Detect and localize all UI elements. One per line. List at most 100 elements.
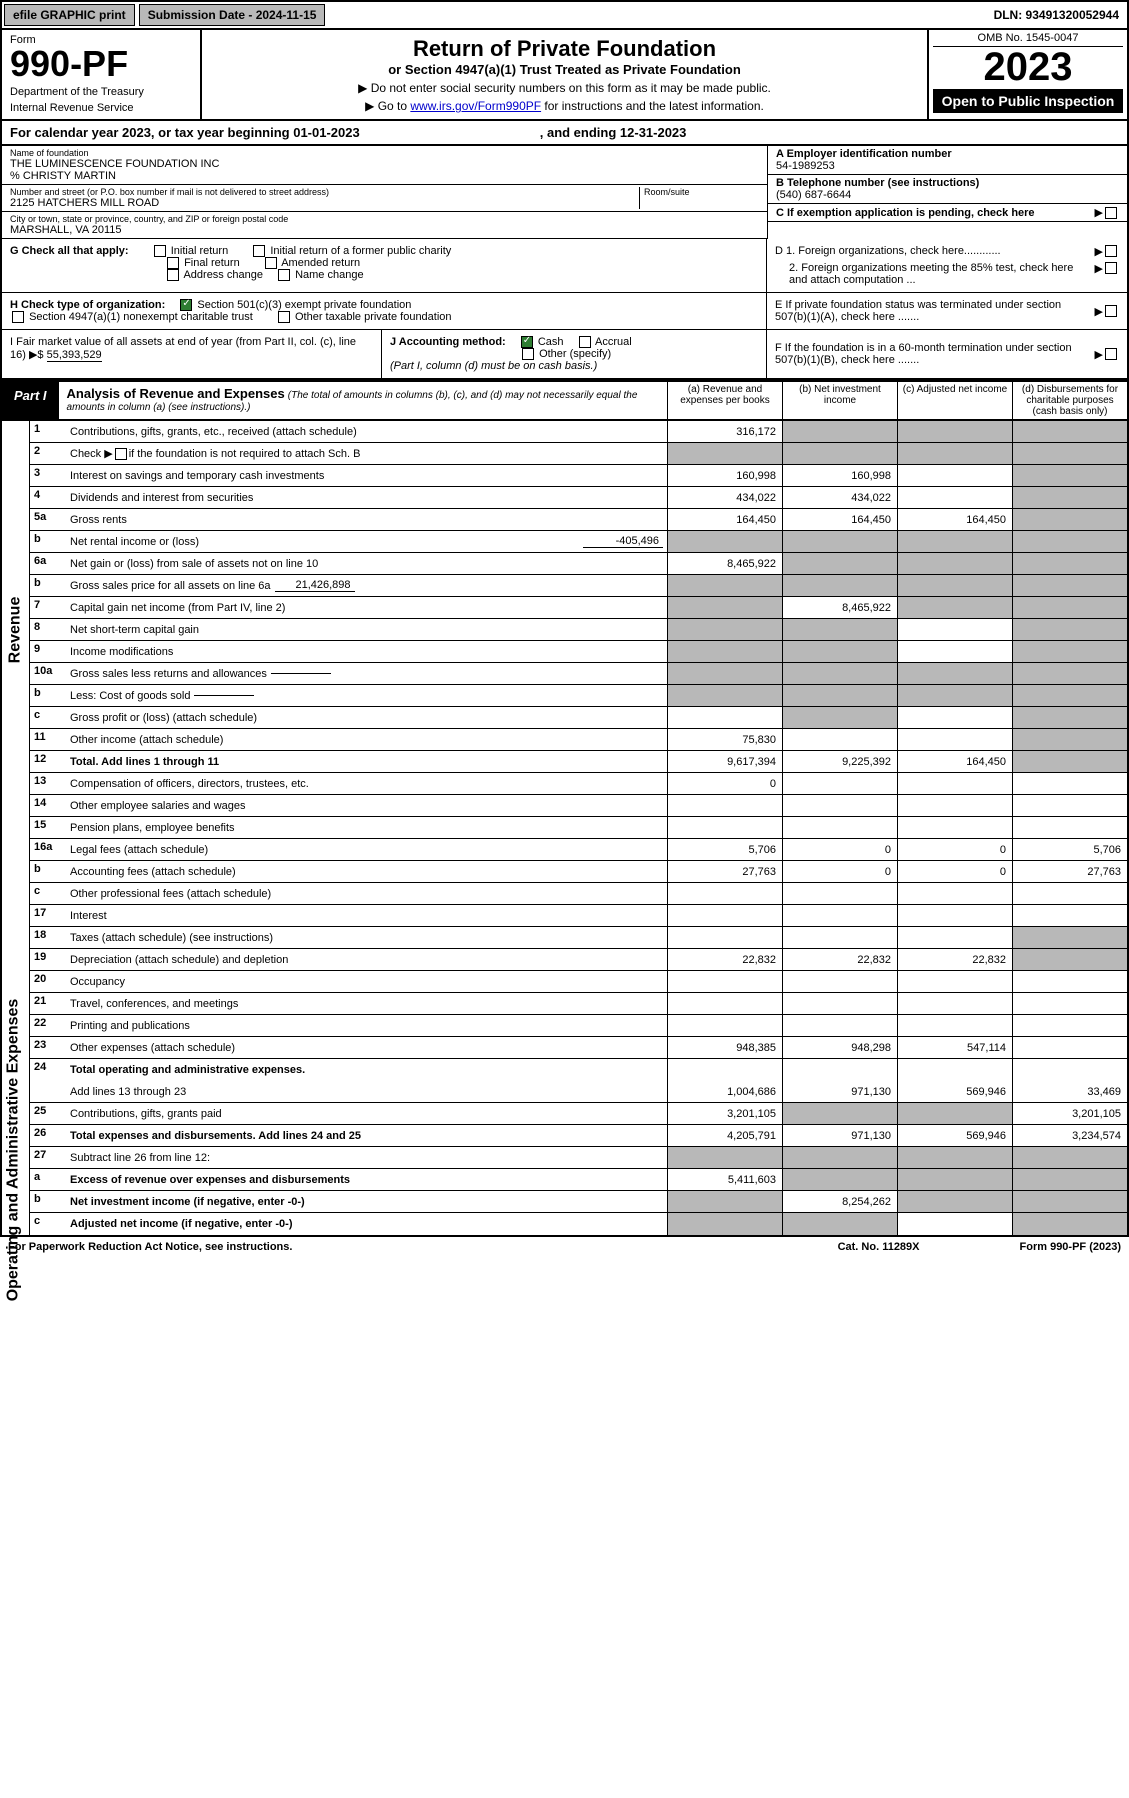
ln-12-d	[1012, 751, 1127, 772]
care-of: % CHRISTY MARTIN	[10, 170, 759, 182]
ln-4-desc: Dividends and interest from securities	[66, 487, 667, 508]
ln-18-num: 18	[30, 927, 66, 948]
cal-begin: For calendar year 2023, or tax year begi…	[10, 125, 360, 140]
phone-value: (540) 687-6644	[776, 189, 1119, 201]
j-label: J Accounting method:	[390, 336, 506, 348]
g-address-checkbox[interactable]	[167, 269, 179, 281]
j-cash-checkbox[interactable]	[521, 336, 533, 348]
row-27c: c Adjusted net income (if negative, ente…	[30, 1213, 1127, 1235]
h-501c3-checkbox[interactable]	[180, 299, 192, 311]
ln-6b-d	[1012, 575, 1127, 596]
row-10a: 10a Gross sales less returns and allowan…	[30, 663, 1127, 685]
ln-26-d: 3,234,574	[1012, 1125, 1127, 1146]
ln-20-desc: Occupancy	[66, 971, 667, 992]
j-other-checkbox[interactable]	[522, 348, 534, 360]
ln-24-a: 1,004,686	[667, 1081, 782, 1102]
irs-link[interactable]: www.irs.gov/Form990PF	[410, 99, 541, 113]
ln-5b-text: Net rental income or (loss)	[70, 536, 199, 548]
row-9: 9 Income modifications	[30, 641, 1127, 663]
row-10b: b Less: Cost of goods sold	[30, 685, 1127, 707]
ln-6b-num: b	[30, 575, 66, 596]
ln-10b-b	[782, 685, 897, 706]
ln-27c-num: c	[30, 1213, 66, 1235]
ln-23-num: 23	[30, 1037, 66, 1058]
ln-11-desc: Other income (attach schedule)	[66, 729, 667, 750]
city-state-zip: MARSHALL, VA 20115	[10, 224, 759, 236]
ln-10a-num: 10a	[30, 663, 66, 684]
ln-19-desc: Depreciation (attach schedule) and deple…	[66, 949, 667, 970]
ln-5a-num: 5a	[30, 509, 66, 530]
ln-15-b	[782, 817, 897, 838]
ln-10b-d	[1012, 685, 1127, 706]
ln-22-d	[1012, 1015, 1127, 1036]
ln-5b-desc: Net rental income or (loss) -405,496	[66, 531, 667, 552]
ln-22-desc: Printing and publications	[66, 1015, 667, 1036]
ln-20-a	[667, 971, 782, 992]
ln-8-num: 8	[30, 619, 66, 640]
ln-5a-desc: Gross rents	[66, 509, 667, 530]
j-accrual-checkbox[interactable]	[579, 336, 591, 348]
ln-9-num: 9	[30, 641, 66, 662]
phone-label: B Telephone number (see instructions)	[776, 177, 1119, 189]
row-18: 18 Taxes (attach schedule) (see instruct…	[30, 927, 1127, 949]
ln-3-c	[897, 465, 1012, 486]
g-name-checkbox[interactable]	[278, 269, 290, 281]
ln-6a-b	[782, 553, 897, 574]
ln-8-c	[897, 619, 1012, 640]
g-initial-public-checkbox[interactable]	[253, 245, 265, 257]
ln-5a-a: 164,450	[667, 509, 782, 530]
ln-5a-b: 164,450	[782, 509, 897, 530]
ln-19-d	[1012, 949, 1127, 970]
ln-19-c: 22,832	[897, 949, 1012, 970]
ln-13-b	[782, 773, 897, 794]
ln-24-num: 24	[30, 1059, 66, 1081]
d2-checkbox[interactable]	[1105, 262, 1117, 274]
ln-2-num: 2	[30, 443, 66, 464]
ln-22-a	[667, 1015, 782, 1036]
ln-13-a: 0	[667, 773, 782, 794]
ijf-block: I Fair market value of all assets at end…	[0, 330, 1129, 380]
ln-21-b	[782, 993, 897, 1014]
ln-12-b: 9,225,392	[782, 751, 897, 772]
city-label: City or town, state or province, country…	[10, 214, 759, 224]
g-amended-checkbox[interactable]	[265, 257, 277, 269]
h-opt2: Section 4947(a)(1) nonexempt charitable …	[29, 311, 253, 323]
ln-8-d	[1012, 619, 1127, 640]
c-checkbox[interactable]	[1105, 207, 1117, 219]
g-label: G Check all that apply:	[10, 245, 129, 257]
e-checkbox[interactable]	[1105, 305, 1117, 317]
header-left: Form 990-PF Department of the Treasury I…	[2, 30, 202, 119]
ln-10a-a	[667, 663, 782, 684]
g-opt-name: Name change	[295, 269, 364, 281]
h-other-checkbox[interactable]	[278, 311, 290, 323]
ln-21-a	[667, 993, 782, 1014]
ln-27-c	[897, 1147, 1012, 1168]
entity-info: Name of foundation THE LUMINESCENCE FOUN…	[0, 146, 1129, 239]
ln-10a-d	[1012, 663, 1127, 684]
g-final-checkbox[interactable]	[167, 257, 179, 269]
ln-23-desc: Other expenses (attach schedule)	[66, 1037, 667, 1058]
ln-5b-a	[667, 531, 782, 552]
f-checkbox[interactable]	[1105, 348, 1117, 360]
d1-checkbox[interactable]	[1105, 245, 1117, 257]
ln-27b-b: 8,254,262	[782, 1191, 897, 1212]
h-opt3: Other taxable private foundation	[295, 311, 452, 323]
j-accrual: Accrual	[595, 336, 632, 348]
ln-16b-b: 0	[782, 861, 897, 882]
ln-6a-c	[897, 553, 1012, 574]
schb-checkbox[interactable]	[115, 448, 127, 460]
ln-10a-c	[897, 663, 1012, 684]
ln-7-b: 8,465,922	[782, 597, 897, 618]
row-25: 25 Contributions, gifts, grants paid 3,2…	[30, 1103, 1127, 1125]
ln-15-desc: Pension plans, employee benefits	[66, 817, 667, 838]
g-initial-checkbox[interactable]	[154, 245, 166, 257]
ln-27-b	[782, 1147, 897, 1168]
ln-16b-c: 0	[897, 861, 1012, 882]
ln-13-c	[897, 773, 1012, 794]
j-other: Other (specify)	[539, 348, 611, 360]
ln-26-a: 4,205,791	[667, 1125, 782, 1146]
efile-print-button[interactable]: efile GRAPHIC print	[4, 4, 135, 26]
ln-10c-a	[667, 707, 782, 728]
ln-5b-inline: -405,496	[583, 535, 663, 548]
h-4947-checkbox[interactable]	[12, 311, 24, 323]
